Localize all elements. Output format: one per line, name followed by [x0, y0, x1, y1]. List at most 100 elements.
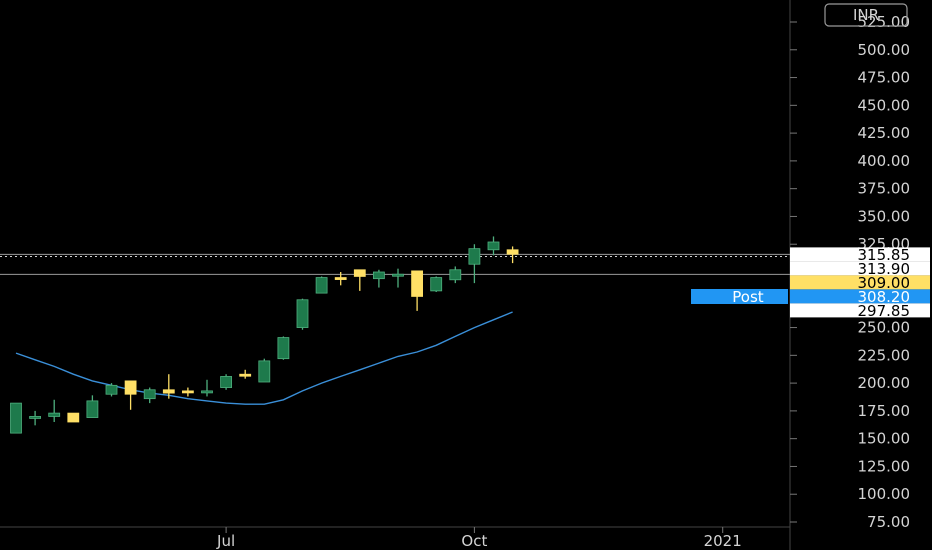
candle-body — [334, 277, 347, 280]
candle — [372, 269, 385, 288]
y-tick-label: 475.00 — [858, 69, 911, 87]
candle-body — [392, 273, 404, 277]
candle — [181, 387, 194, 397]
y-tick-label: 75.00 — [867, 513, 910, 531]
candle-body — [48, 412, 61, 417]
price-tag-label: 309.00 — [858, 274, 911, 292]
candle — [411, 270, 424, 311]
post-session-badge: Post — [691, 288, 788, 306]
candle — [296, 298, 309, 330]
price-tag-label: 297.85 — [858, 302, 911, 320]
candle-body — [181, 390, 194, 394]
candle — [392, 268, 404, 288]
currency-badge-frame — [824, 3, 908, 27]
candle-body — [487, 241, 500, 251]
candle — [67, 412, 80, 423]
candle-body — [430, 277, 443, 292]
y-tick-label: 400.00 — [858, 152, 911, 170]
candle-body — [315, 277, 328, 294]
candle — [277, 336, 290, 360]
candle — [143, 387, 156, 404]
candle — [201, 379, 213, 397]
currency-label: INR — [853, 6, 879, 24]
post-session-label: Post — [732, 288, 764, 306]
candle — [124, 380, 137, 410]
y-tick-label: 450.00 — [858, 96, 911, 114]
candle-body — [411, 270, 424, 297]
y-tick-label: 250.00 — [858, 319, 911, 337]
candle — [105, 383, 118, 397]
candle — [10, 402, 22, 434]
x-tick-label: Jul — [216, 532, 235, 550]
candle — [506, 246, 519, 264]
candle-body — [105, 384, 118, 395]
candle — [220, 374, 233, 390]
candle-body — [506, 249, 519, 255]
post-session-bg — [691, 289, 788, 304]
candle — [353, 269, 366, 291]
time-axis[interactable]: Jul Oct 2021 — [216, 527, 742, 550]
candle-body — [239, 373, 252, 377]
candle-body — [201, 390, 213, 394]
currency-badge[interactable]: INR — [824, 3, 908, 27]
candle — [430, 276, 443, 292]
price-tag: 308.20 — [790, 288, 930, 306]
candle — [258, 358, 271, 383]
candle-body — [258, 360, 271, 383]
candle — [334, 272, 347, 286]
candle-body — [468, 248, 481, 265]
candle-body — [86, 400, 99, 418]
candle — [468, 244, 481, 284]
price-tag-bg — [790, 247, 930, 262]
moving-average — [15, 311, 513, 405]
y-tick-label: 175.00 — [858, 402, 911, 420]
candle — [48, 399, 61, 422]
candle-body — [220, 376, 233, 388]
candle-body — [353, 269, 366, 277]
candle — [487, 236, 500, 256]
price-tag-bg — [790, 289, 930, 304]
y-tick-label: 100.00 — [858, 485, 911, 503]
price-tag: 315.85 — [790, 246, 930, 264]
price-tag: 297.85 — [790, 302, 930, 320]
candle — [86, 395, 99, 418]
price-tag: 309.00 — [790, 274, 930, 292]
candle-body — [10, 402, 22, 434]
candle-body — [143, 389, 156, 400]
candle — [162, 374, 175, 399]
candle-body — [296, 299, 309, 328]
y-tick-label: 150.00 — [858, 430, 911, 448]
candle-body — [124, 380, 137, 395]
candle — [239, 369, 252, 379]
price-tag-bg — [790, 275, 930, 290]
price-tag-bg — [790, 303, 930, 318]
candle-body — [277, 337, 290, 360]
price-tag-label: 313.90 — [858, 260, 911, 278]
price-tag-label: 308.20 — [858, 288, 911, 306]
candle-body — [67, 412, 80, 423]
y-tick-label: 225.00 — [858, 346, 911, 364]
candle — [315, 276, 328, 294]
y-tick-label: 125.00 — [858, 457, 911, 475]
candle-body — [372, 271, 385, 280]
y-tick-label: 500.00 — [858, 41, 911, 59]
candle-body — [449, 269, 462, 281]
moving-average-line — [15, 311, 513, 405]
price-tag: 313.90 — [790, 260, 930, 278]
y-tick-label: 200.00 — [858, 374, 911, 392]
candle-body — [29, 416, 42, 419]
candle-body — [162, 389, 175, 394]
y-tick-label: 425.00 — [858, 124, 911, 142]
candle — [29, 410, 42, 426]
x-tick-label: Oct — [461, 532, 487, 550]
y-tick-label: 350.00 — [858, 207, 911, 225]
price-tag-label: 315.85 — [858, 246, 911, 264]
candles — [10, 236, 519, 434]
candle — [449, 266, 462, 284]
y-tick-label: 375.00 — [858, 180, 911, 198]
x-tick-label: 2021 — [704, 532, 742, 550]
price-tag-bg — [790, 261, 930, 276]
